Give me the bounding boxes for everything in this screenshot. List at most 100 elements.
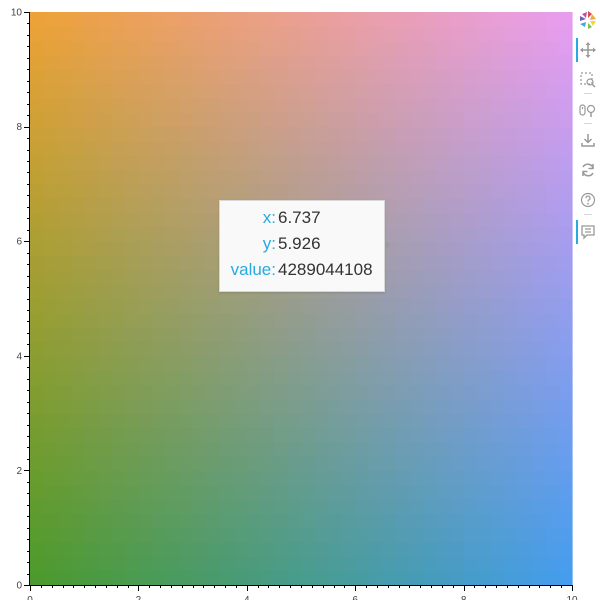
heatmap-cell[interactable]	[192, 398, 207, 414]
heatmap-cell[interactable]	[111, 126, 126, 142]
heatmap-cell[interactable]	[97, 284, 112, 300]
heatmap-cell[interactable]	[531, 284, 546, 300]
heatmap-cell[interactable]	[30, 341, 45, 357]
heatmap-cell[interactable]	[504, 499, 519, 514]
heatmap-cell[interactable]	[192, 155, 207, 171]
heatmap-cell[interactable]	[273, 527, 289, 543]
heatmap-cell[interactable]	[382, 212, 397, 228]
heatmap-cell[interactable]	[531, 255, 546, 271]
heatmap-cell[interactable]	[328, 183, 343, 199]
heatmap-cell[interactable]	[43, 470, 58, 486]
heatmap-cell[interactable]	[57, 269, 72, 285]
heatmap-cell[interactable]	[165, 327, 180, 343]
heatmap-cell[interactable]	[151, 355, 167, 371]
wheel-zoom-tool-button[interactable]	[576, 98, 600, 122]
heatmap-cell[interactable]	[138, 327, 153, 343]
heatmap-cell[interactable]	[43, 542, 58, 557]
heatmap-cell[interactable]	[246, 570, 261, 586]
heatmap-cell[interactable]	[219, 527, 234, 543]
heatmap-cell[interactable]	[124, 355, 139, 371]
heatmap-cell[interactable]	[558, 513, 573, 529]
heatmap-cell[interactable]	[219, 384, 234, 400]
heatmap-cell[interactable]	[151, 140, 167, 156]
heatmap-cell[interactable]	[246, 355, 261, 371]
heatmap-cell[interactable]	[558, 398, 573, 414]
heatmap-cell[interactable]	[57, 12, 72, 27]
heatmap-cell[interactable]	[70, 527, 85, 543]
heatmap-cell[interactable]	[301, 398, 316, 414]
heatmap-cell[interactable]	[206, 298, 221, 314]
heatmap-cell[interactable]	[206, 499, 221, 514]
heatmap-cell[interactable]	[531, 398, 546, 414]
heatmap-cell[interactable]	[246, 542, 261, 557]
heatmap-cell[interactable]	[30, 499, 45, 514]
heatmap-cell[interactable]	[368, 556, 383, 572]
heatmap-cell[interactable]	[395, 97, 410, 113]
heatmap-cell[interactable]	[436, 241, 451, 257]
heatmap-cell[interactable]	[219, 155, 234, 171]
heatmap-cell[interactable]	[57, 312, 72, 328]
heatmap-cell[interactable]	[233, 40, 248, 56]
heatmap-cell[interactable]	[111, 470, 126, 486]
heatmap-cell[interactable]	[328, 155, 343, 171]
heatmap-cell[interactable]	[544, 40, 560, 56]
heatmap-cell[interactable]	[382, 413, 397, 429]
heatmap-cell[interactable]	[450, 384, 465, 400]
heatmap-cell[interactable]	[287, 298, 302, 314]
heatmap-cell[interactable]	[328, 341, 343, 357]
heatmap-cell[interactable]	[179, 456, 194, 471]
heatmap-cell[interactable]	[192, 542, 207, 557]
heatmap-cell[interactable]	[219, 355, 234, 371]
heatmap-cell[interactable]	[558, 341, 573, 357]
heatmap-cell[interactable]	[30, 69, 45, 85]
heatmap-cell[interactable]	[368, 169, 383, 185]
heatmap-cell[interactable]	[192, 556, 207, 572]
heatmap-cell[interactable]	[477, 413, 492, 429]
heatmap-cell[interactable]	[70, 298, 85, 314]
heatmap-cell[interactable]	[30, 241, 45, 257]
heatmap-cell[interactable]	[192, 183, 207, 199]
heatmap-cell[interactable]	[436, 384, 451, 400]
heatmap-cell[interactable]	[70, 499, 85, 514]
heatmap-cell[interactable]	[84, 12, 99, 27]
heatmap-cell[interactable]	[504, 456, 519, 471]
heatmap-cell[interactable]	[192, 54, 207, 70]
heatmap-cell[interactable]	[436, 40, 451, 56]
heatmap-cell[interactable]	[368, 384, 383, 400]
heatmap-cell[interactable]	[341, 69, 356, 85]
heatmap-cell[interactable]	[233, 398, 248, 414]
heatmap-cell[interactable]	[111, 570, 126, 586]
heatmap-cell[interactable]	[111, 542, 126, 557]
heatmap-cell[interactable]	[138, 40, 153, 56]
heatmap-cell[interactable]	[124, 212, 139, 228]
heatmap-cell[interactable]	[97, 241, 112, 257]
heatmap-cell[interactable]	[504, 26, 519, 42]
heatmap-cell[interactable]	[409, 542, 424, 557]
heatmap-cell[interactable]	[328, 12, 343, 27]
heatmap-cell[interactable]	[124, 327, 139, 343]
heatmap-cell[interactable]	[409, 126, 424, 142]
heatmap-cell[interactable]	[192, 298, 207, 314]
heatmap-cell[interactable]	[355, 112, 370, 128]
heatmap-cell[interactable]	[328, 298, 343, 314]
heatmap-cell[interactable]	[165, 384, 180, 400]
heatmap-cell[interactable]	[43, 441, 58, 457]
heatmap-cell[interactable]	[219, 40, 234, 56]
heatmap-cell[interactable]	[355, 155, 370, 171]
heatmap-cell[interactable]	[490, 284, 505, 300]
heatmap-cell[interactable]	[246, 398, 261, 414]
heatmap-cell[interactable]	[517, 69, 532, 85]
heatmap-cell[interactable]	[544, 255, 560, 271]
heatmap-cell[interactable]	[43, 427, 58, 443]
heatmap-cell[interactable]	[165, 255, 180, 271]
heatmap-cell[interactable]	[84, 97, 99, 113]
heatmap-cell[interactable]	[70, 312, 85, 328]
heatmap-cell[interactable]	[57, 255, 72, 271]
heatmap-cell[interactable]	[43, 298, 58, 314]
heatmap-cell[interactable]	[111, 556, 126, 572]
heatmap-cell[interactable]	[165, 198, 180, 214]
heatmap-cell[interactable]	[531, 183, 546, 199]
heatmap-cell[interactable]	[30, 556, 45, 572]
heatmap-cell[interactable]	[233, 556, 248, 572]
heatmap-cell[interactable]	[328, 69, 343, 85]
